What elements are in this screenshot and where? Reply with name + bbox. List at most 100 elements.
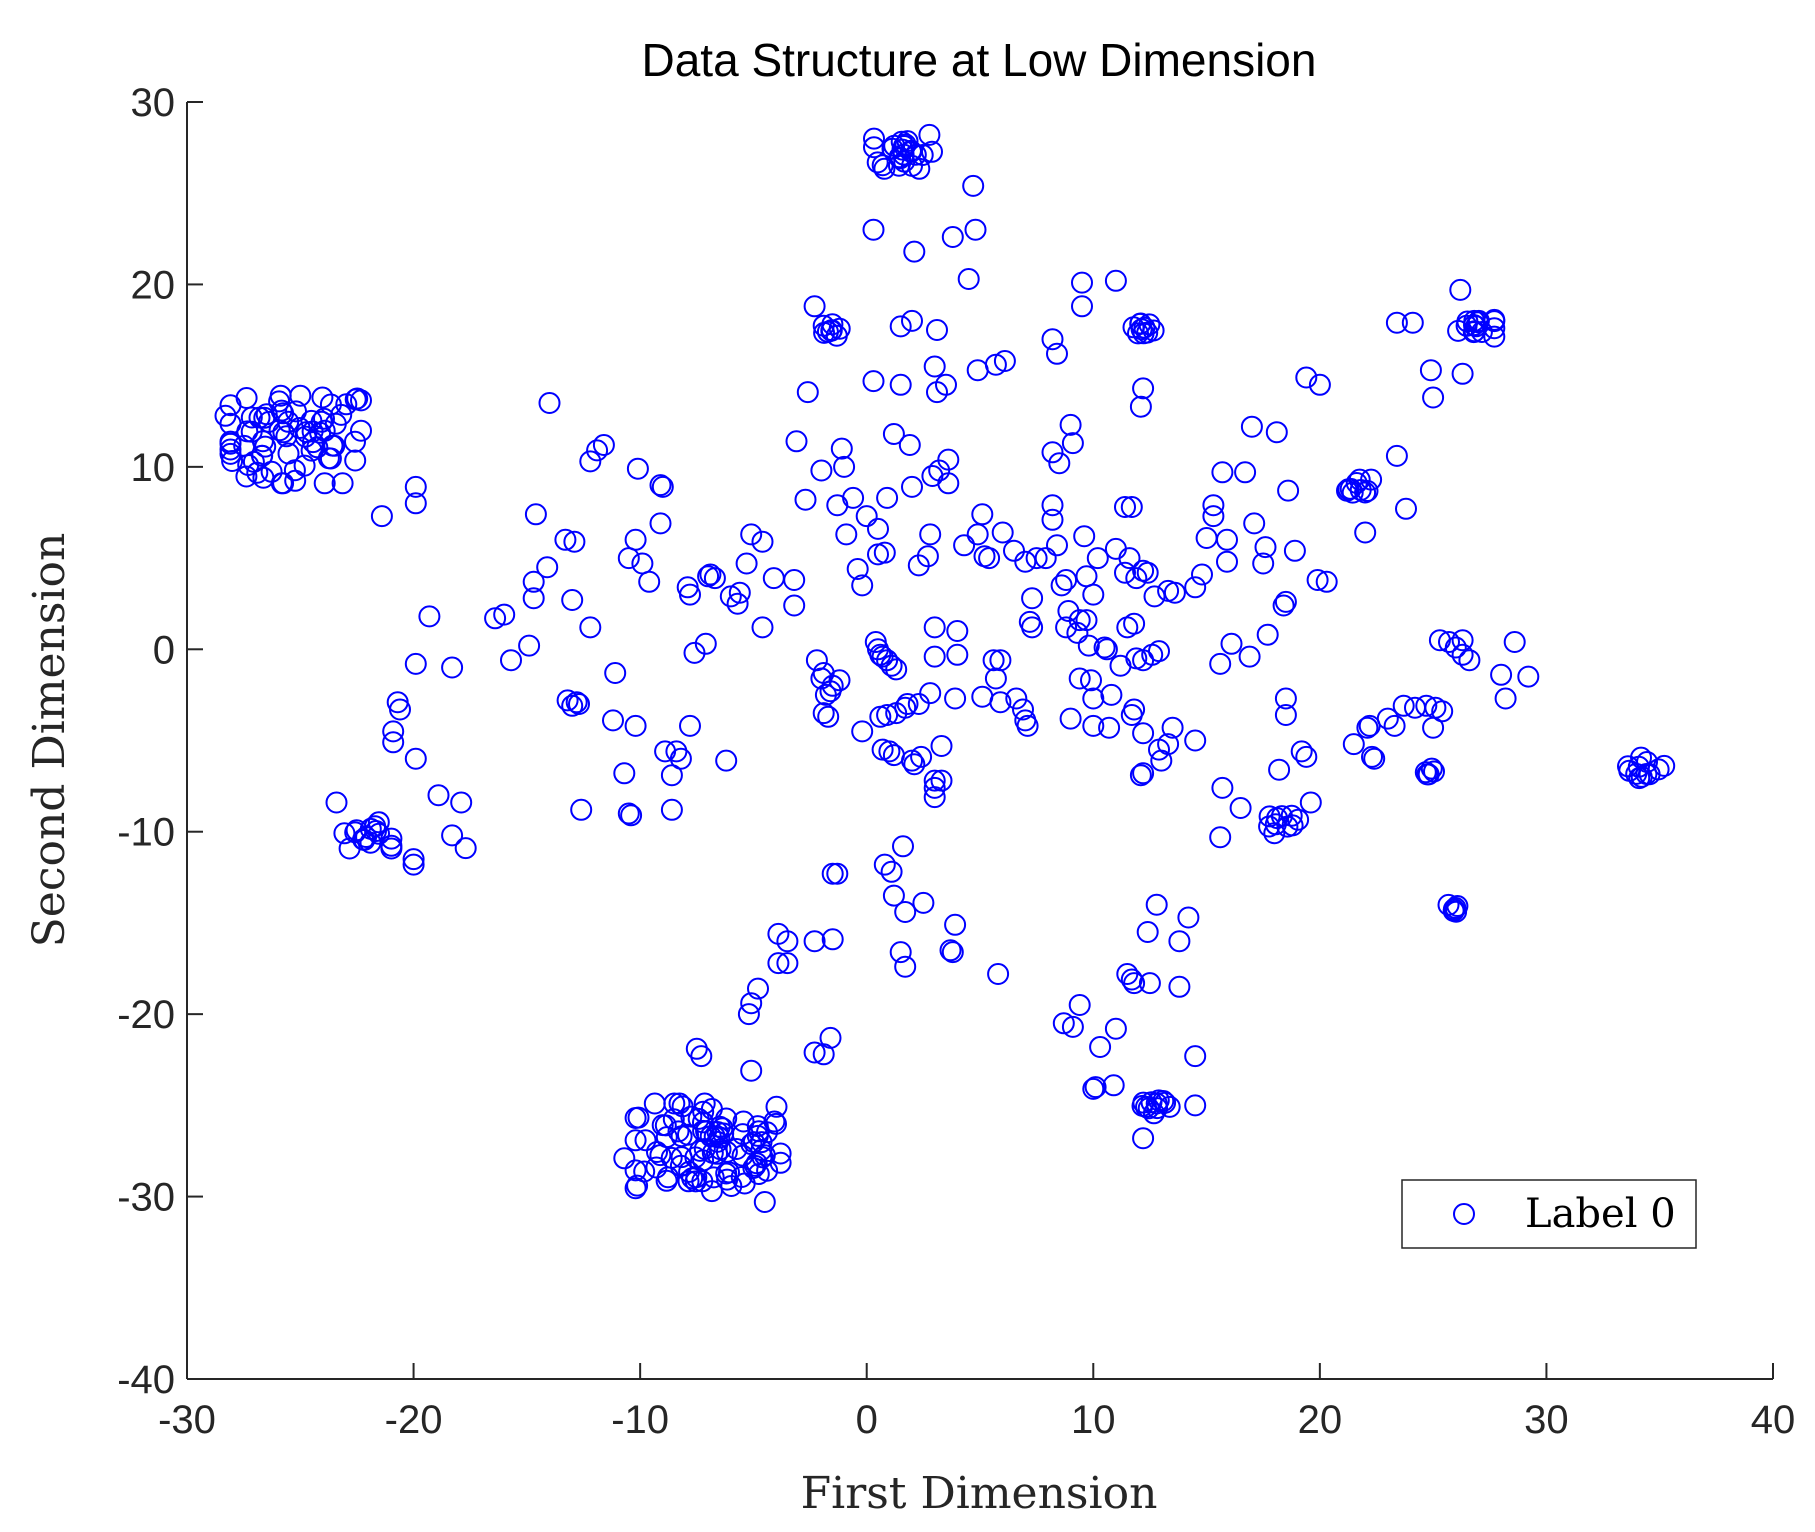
data-point	[937, 448, 960, 471]
data-point	[1287, 808, 1310, 831]
data-point	[568, 693, 590, 715]
data-point	[813, 321, 836, 344]
data-point	[310, 410, 333, 433]
data-point	[1274, 687, 1297, 710]
data-point	[944, 687, 967, 710]
data-point	[667, 1120, 690, 1143]
data-point	[715, 749, 738, 772]
data-point	[579, 616, 602, 639]
data-point	[1059, 413, 1082, 436]
data-point	[939, 939, 962, 962]
data-point	[855, 505, 878, 528]
data-point	[1211, 776, 1234, 799]
data-point	[613, 1147, 636, 1170]
data-point	[694, 632, 717, 655]
data-point	[1084, 1076, 1107, 1099]
data-point	[684, 1146, 707, 1169]
data-point	[1148, 640, 1170, 663]
data-point	[1202, 494, 1225, 517]
data-point	[427, 784, 450, 807]
data-point	[1385, 311, 1408, 334]
data-point	[633, 1160, 656, 1183]
data-point	[987, 963, 1010, 985]
data-point	[253, 406, 276, 429]
legend: Label 0	[1401, 1179, 1697, 1249]
y-tick-label: -20	[117, 993, 175, 1037]
data-point	[763, 1110, 786, 1133]
data-point	[1256, 623, 1279, 646]
data-point	[1077, 634, 1100, 657]
data-point	[731, 1123, 754, 1146]
data-point	[624, 1159, 647, 1182]
data-point	[1444, 636, 1467, 659]
data-point	[923, 355, 946, 378]
y-axis-label: Second Dimension	[24, 533, 75, 948]
data-point	[1132, 1127, 1155, 1150]
data-point	[1451, 362, 1474, 385]
data-point	[846, 558, 869, 580]
data-point	[941, 226, 964, 248]
data-point	[862, 218, 885, 241]
data-point	[450, 791, 473, 814]
data-point	[1354, 481, 1377, 504]
data-point	[289, 384, 312, 407]
data-point	[345, 819, 368, 842]
data-point	[634, 1129, 657, 1152]
data-point	[740, 1059, 763, 1082]
data-point	[923, 645, 946, 668]
chart-title: Data Structure at Low Dimension	[642, 34, 1317, 86]
data-point	[889, 315, 912, 338]
data-point	[901, 475, 923, 498]
data-point	[1281, 814, 1304, 837]
data-point	[1163, 581, 1186, 604]
data-point	[903, 753, 926, 776]
data-point	[941, 941, 964, 964]
data-point	[821, 928, 844, 951]
data-point	[638, 570, 661, 593]
data-point	[689, 1139, 712, 1162]
data-point	[1012, 698, 1034, 721]
data-point	[728, 581, 751, 604]
data-point	[1356, 716, 1379, 739]
data-point	[867, 517, 889, 540]
data-point	[655, 1126, 678, 1149]
data-point	[892, 835, 914, 858]
data-point	[649, 512, 672, 535]
data-point	[825, 324, 848, 347]
x-tick-label: 0	[856, 1398, 878, 1442]
data-point	[1202, 505, 1225, 528]
data-point	[1184, 729, 1207, 752]
data-point	[1014, 550, 1037, 573]
data-point	[679, 714, 701, 737]
data-point	[907, 693, 930, 715]
data-point	[1252, 552, 1275, 575]
data-point	[880, 860, 903, 883]
data-point	[691, 1170, 714, 1193]
data-point	[1431, 700, 1454, 723]
data-point	[730, 1166, 753, 1188]
data-point	[643, 1092, 666, 1115]
x-tick-label: 30	[1524, 1398, 1569, 1442]
data-point	[751, 616, 774, 639]
legend-label: Label 0	[1525, 1191, 1676, 1237]
data-point	[620, 804, 643, 827]
data-point	[522, 587, 545, 610]
data-point	[747, 977, 769, 1000]
data-point	[389, 698, 411, 721]
data-point	[1138, 972, 1161, 995]
data-point	[962, 174, 985, 197]
data-point	[617, 802, 640, 825]
data-point	[731, 1144, 754, 1167]
data-point	[1415, 694, 1438, 717]
data-point	[699, 563, 722, 586]
data-point	[745, 1152, 768, 1175]
data-point	[1462, 321, 1485, 344]
data-point	[556, 689, 579, 712]
data-point	[1184, 576, 1207, 599]
data-point	[935, 373, 957, 396]
data-point	[862, 370, 885, 393]
y-tick-label: -40	[117, 1358, 175, 1402]
data-point	[1234, 461, 1257, 484]
data-point	[624, 714, 647, 737]
